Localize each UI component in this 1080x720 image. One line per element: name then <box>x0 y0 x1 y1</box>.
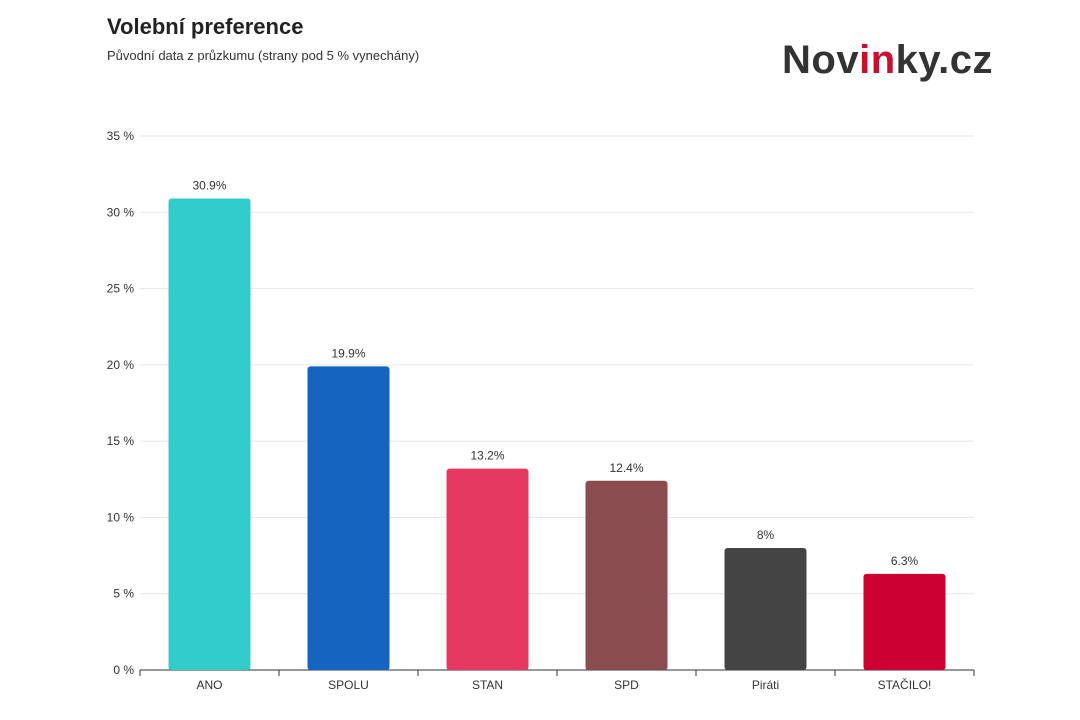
data-label: 8% <box>757 528 775 542</box>
x-category-label: SPD <box>614 678 639 692</box>
y-tick-label: 30 % <box>107 205 135 219</box>
logo-text-accent: in <box>859 38 896 82</box>
bar-spolu[interactable] <box>307 366 390 670</box>
x-category-label: STAN <box>472 678 503 692</box>
y-tick-label: 25 % <box>107 282 135 296</box>
chart-subtitle: Původní data z průzkumu (strany pod 5 % … <box>107 48 420 63</box>
y-tick-label: 5 % <box>113 587 134 601</box>
data-label: 30.9% <box>192 179 226 193</box>
bar-sta-ilo[interactable] <box>863 573 946 670</box>
data-label: 12.4% <box>609 461 643 475</box>
y-tick-label: 35 % <box>107 129 135 143</box>
data-label: 13.2% <box>470 449 504 463</box>
bar-stan[interactable] <box>446 468 529 670</box>
y-tick-label: 20 % <box>107 358 135 372</box>
novinky-logo: Novinky.cz <box>782 40 993 80</box>
x-category-label: Piráti <box>752 678 779 692</box>
bar-pir-ti[interactable] <box>724 547 807 670</box>
grid-lines <box>140 135 974 595</box>
y-tick-label: 15 % <box>107 434 135 448</box>
axes: 0 % 5 % 10 % 15 % 20 % 25 % 30 % 35 % <box>107 129 975 677</box>
bar-spd[interactable] <box>585 480 668 670</box>
y-tick-label: 0 % <box>113 663 134 677</box>
data-label: 6.3% <box>891 554 919 568</box>
logo-text-start: Nov <box>782 38 860 82</box>
bar-ano[interactable] <box>168 198 251 670</box>
logo-text-end: ky.cz <box>895 38 994 82</box>
data-label: 19.9% <box>331 346 365 360</box>
chart-title: Volební preference <box>107 14 304 39</box>
y-tick-label: 10 % <box>107 510 135 524</box>
x-category-label: ANO <box>196 678 222 692</box>
bars <box>168 198 946 670</box>
x-category-label: STAČILO! <box>878 677 932 692</box>
x-category-label: SPOLU <box>328 678 369 692</box>
labels: 30.9% ANO 19.9% SPOLU 13.2% STAN 12.4% SPD 8% Pir… <box>192 179 931 692</box>
